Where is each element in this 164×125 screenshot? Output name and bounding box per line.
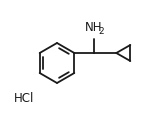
Text: 2: 2 [99, 27, 104, 36]
Text: HCl: HCl [14, 92, 34, 105]
Text: NH: NH [85, 21, 102, 34]
